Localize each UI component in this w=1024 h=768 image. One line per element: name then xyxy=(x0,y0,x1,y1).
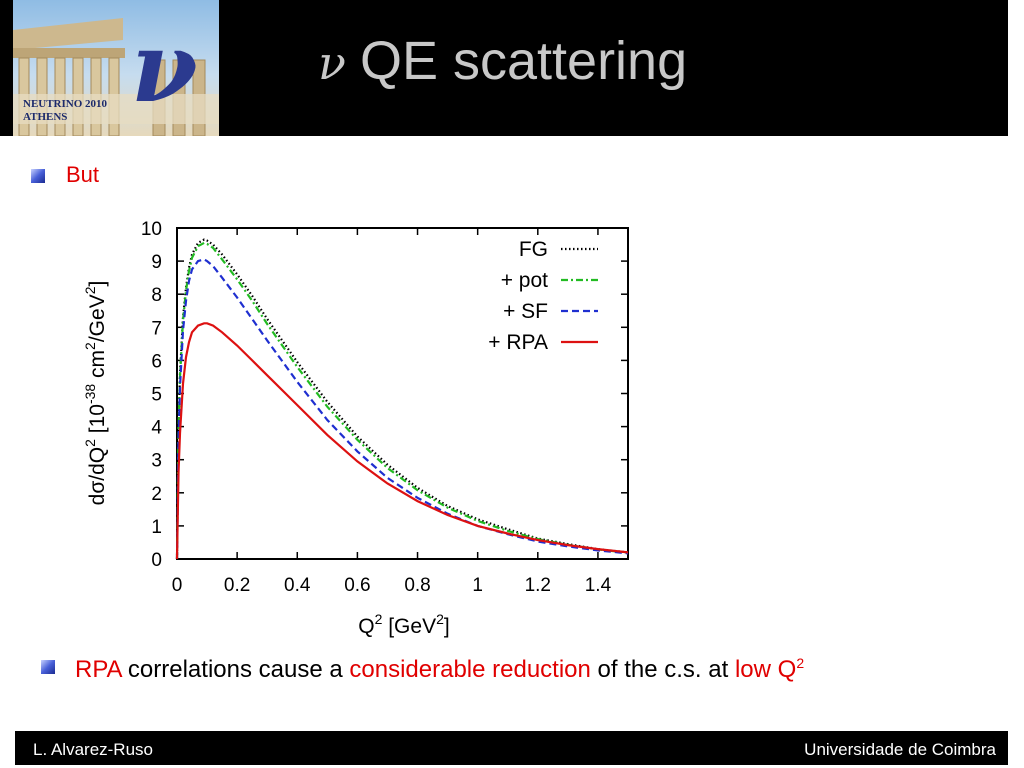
conference-logo: ν NEUTRINO 2010 ATHENS xyxy=(13,0,219,136)
legend-label: + pot xyxy=(501,269,548,292)
slide-footer: L. Alvarez-Ruso Universidade de Coimbra xyxy=(15,731,1008,765)
bullet-icon xyxy=(41,660,55,674)
nu-logo-glyph: ν xyxy=(131,11,198,124)
plot-frame xyxy=(176,227,629,560)
conclusion-part1: correlations cause a xyxy=(121,656,350,683)
low-q-term: low Q2 xyxy=(734,655,805,683)
series-line-rpa xyxy=(175,322,629,560)
x-tick-label: 0.2 xyxy=(224,575,250,596)
y-tick-label: 0 xyxy=(151,550,162,571)
x-tick-label: 1 xyxy=(472,575,483,596)
legend-label: + SF xyxy=(503,300,548,323)
x-tick-label: 0.6 xyxy=(344,575,370,596)
reduction-term: considerable reduction xyxy=(349,656,591,683)
footer-author: L. Alvarez-Ruso xyxy=(33,740,153,759)
legend-label: FG xyxy=(519,238,548,261)
x-tick-label: 0 xyxy=(172,575,183,596)
series-line-fg xyxy=(175,238,629,560)
conclusion-part2: of the c.s. at xyxy=(590,656,735,683)
footer-institution: Universidade de Coimbra xyxy=(804,740,996,759)
conclusion-line: RPA correlations cause a considerable re… xyxy=(75,655,804,684)
bullet-but-text: But xyxy=(66,162,100,187)
y-tick-label: 10 xyxy=(141,219,162,240)
series-line-sf xyxy=(175,258,629,560)
legend-label: + RPA xyxy=(488,331,548,354)
rpa-term: RPA xyxy=(75,656,122,683)
x-tick-label: 1.2 xyxy=(525,575,551,596)
y-axis-label: dσ/dQ2 [10-38 cm2/GeV2] xyxy=(82,281,109,506)
low-q-superscript: 2 xyxy=(796,655,805,671)
y-tick-label: 7 xyxy=(151,318,162,339)
y-tick-label: 6 xyxy=(151,351,162,372)
logo-caption-line2: ATHENS xyxy=(23,111,68,123)
y-tick-label: 2 xyxy=(151,484,162,505)
x-tick-label: 0.8 xyxy=(404,575,430,596)
y-tick-label: 9 xyxy=(151,252,162,273)
y-tick-label: 4 xyxy=(151,418,162,439)
y-tick-label: 8 xyxy=(151,285,162,306)
slide-header: ν NEUTRINO 2010 ATHENS ν QE scattering xyxy=(0,0,1008,136)
slide-title: ν QE scattering xyxy=(318,34,687,88)
low-q-text: low Q xyxy=(734,656,797,683)
parthenon-illustration xyxy=(13,0,219,136)
title-text: QE scattering xyxy=(359,31,688,91)
title-nu-symbol: ν xyxy=(318,36,346,90)
x-tick-label: 1.4 xyxy=(585,575,612,596)
y-tick-label: 3 xyxy=(151,451,162,472)
logo-caption-line1: NEUTRINO 2010 xyxy=(23,98,108,110)
y-tick-label: 1 xyxy=(151,517,162,538)
x-tick-label: 0.4 xyxy=(284,575,311,596)
x-axis-label: Q2 [GeV2] xyxy=(358,611,449,638)
series-line-pot xyxy=(175,241,629,560)
y-tick-label: 5 xyxy=(151,385,162,406)
bullet-icon xyxy=(31,169,45,183)
